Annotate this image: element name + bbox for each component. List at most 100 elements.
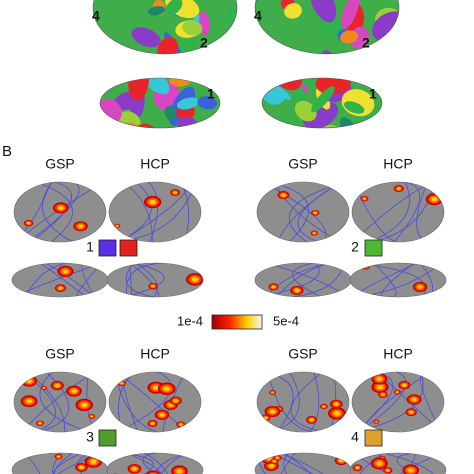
parcel bbox=[339, 117, 358, 128]
parcel bbox=[182, 55, 205, 84]
cortex bbox=[352, 182, 444, 242]
parcel bbox=[266, 130, 286, 152]
outline bbox=[99, 77, 221, 129]
boundary bbox=[262, 182, 327, 242]
brain bbox=[261, 53, 383, 152]
boundary bbox=[369, 182, 410, 242]
activation bbox=[151, 285, 155, 288]
brain bbox=[106, 262, 204, 298]
network-swatch bbox=[98, 239, 117, 257]
activation bbox=[355, 466, 360, 469]
surface bbox=[109, 372, 201, 432]
outline bbox=[349, 452, 447, 474]
activation bbox=[55, 383, 60, 388]
activation bbox=[395, 391, 399, 393]
parcel bbox=[310, 0, 337, 23]
activation bbox=[334, 402, 339, 406]
parcel bbox=[176, 97, 199, 110]
cortex bbox=[14, 372, 106, 432]
activation bbox=[191, 277, 198, 282]
brain bbox=[11, 262, 109, 298]
parcels bbox=[100, 78, 220, 128]
activation bbox=[376, 461, 383, 466]
outline bbox=[13, 181, 107, 243]
cortex bbox=[255, 263, 351, 297]
dataset-label: HCP bbox=[383, 156, 413, 172]
activation bbox=[363, 197, 366, 200]
boundary bbox=[54, 453, 76, 474]
activation bbox=[90, 415, 93, 418]
brain bbox=[13, 181, 107, 243]
boundary bbox=[288, 182, 346, 242]
parcel bbox=[293, 127, 313, 128]
activation bbox=[132, 467, 137, 471]
parcels bbox=[93, 0, 237, 84]
activation bbox=[58, 286, 63, 290]
network-group: GSP HCP 2 bbox=[254, 156, 447, 298]
cortex bbox=[257, 372, 349, 432]
activation bbox=[397, 187, 401, 190]
activation bbox=[42, 387, 46, 389]
brain bbox=[254, 0, 400, 55]
parcels bbox=[255, 0, 399, 54]
parcel bbox=[182, 20, 203, 36]
activation bbox=[62, 269, 69, 274]
brain bbox=[106, 452, 204, 474]
activation bbox=[333, 411, 340, 416]
activation bbox=[159, 413, 165, 417]
activation bbox=[78, 224, 84, 228]
parcel bbox=[197, 96, 218, 110]
cortex bbox=[257, 182, 349, 242]
boundary bbox=[358, 372, 407, 432]
outline bbox=[254, 0, 400, 55]
network-swatch bbox=[119, 239, 138, 257]
cortex bbox=[12, 453, 108, 474]
activation bbox=[294, 288, 300, 292]
dataset-label: GSP bbox=[288, 346, 318, 362]
dataset-label: HCP bbox=[140, 346, 170, 362]
dataset-label: HCP bbox=[383, 346, 413, 362]
parcel bbox=[340, 30, 358, 44]
brain bbox=[108, 371, 202, 433]
boundary bbox=[393, 182, 421, 242]
outline bbox=[106, 262, 204, 298]
activation bbox=[173, 399, 178, 403]
boundary bbox=[283, 453, 296, 474]
activation bbox=[402, 383, 407, 387]
activation bbox=[79, 465, 84, 469]
network-group: GSP HCP 3 bbox=[11, 346, 204, 474]
activation bbox=[38, 422, 42, 425]
surface bbox=[12, 453, 108, 474]
boundary bbox=[283, 453, 319, 474]
parcel bbox=[340, 53, 363, 75]
parcels bbox=[262, 53, 382, 152]
activation bbox=[417, 285, 423, 289]
parcel-label: 4 bbox=[254, 8, 262, 24]
activation bbox=[163, 386, 170, 391]
brain bbox=[99, 77, 221, 129]
outline bbox=[256, 371, 350, 433]
activation bbox=[150, 422, 155, 425]
activation bbox=[313, 211, 317, 214]
boundary bbox=[52, 453, 87, 474]
brain bbox=[256, 371, 350, 433]
surface bbox=[109, 182, 201, 242]
outline bbox=[106, 452, 204, 474]
parcel bbox=[224, 5, 237, 32]
activation bbox=[153, 385, 160, 390]
parcel bbox=[341, 0, 360, 29]
outline bbox=[108, 371, 202, 433]
boundary bbox=[309, 372, 320, 432]
boundary bbox=[126, 263, 167, 297]
parcel bbox=[164, 105, 177, 121]
activation bbox=[81, 402, 88, 407]
boundary bbox=[126, 453, 164, 474]
outline bbox=[13, 371, 107, 433]
boundary bbox=[142, 453, 183, 474]
activation bbox=[58, 205, 64, 210]
panel-a: 4 2 1 4 2 1 bbox=[92, 0, 400, 152]
activation bbox=[26, 399, 32, 404]
parcel-label: 4 bbox=[92, 8, 100, 24]
colorbar-max: 5e-4 bbox=[273, 313, 299, 328]
